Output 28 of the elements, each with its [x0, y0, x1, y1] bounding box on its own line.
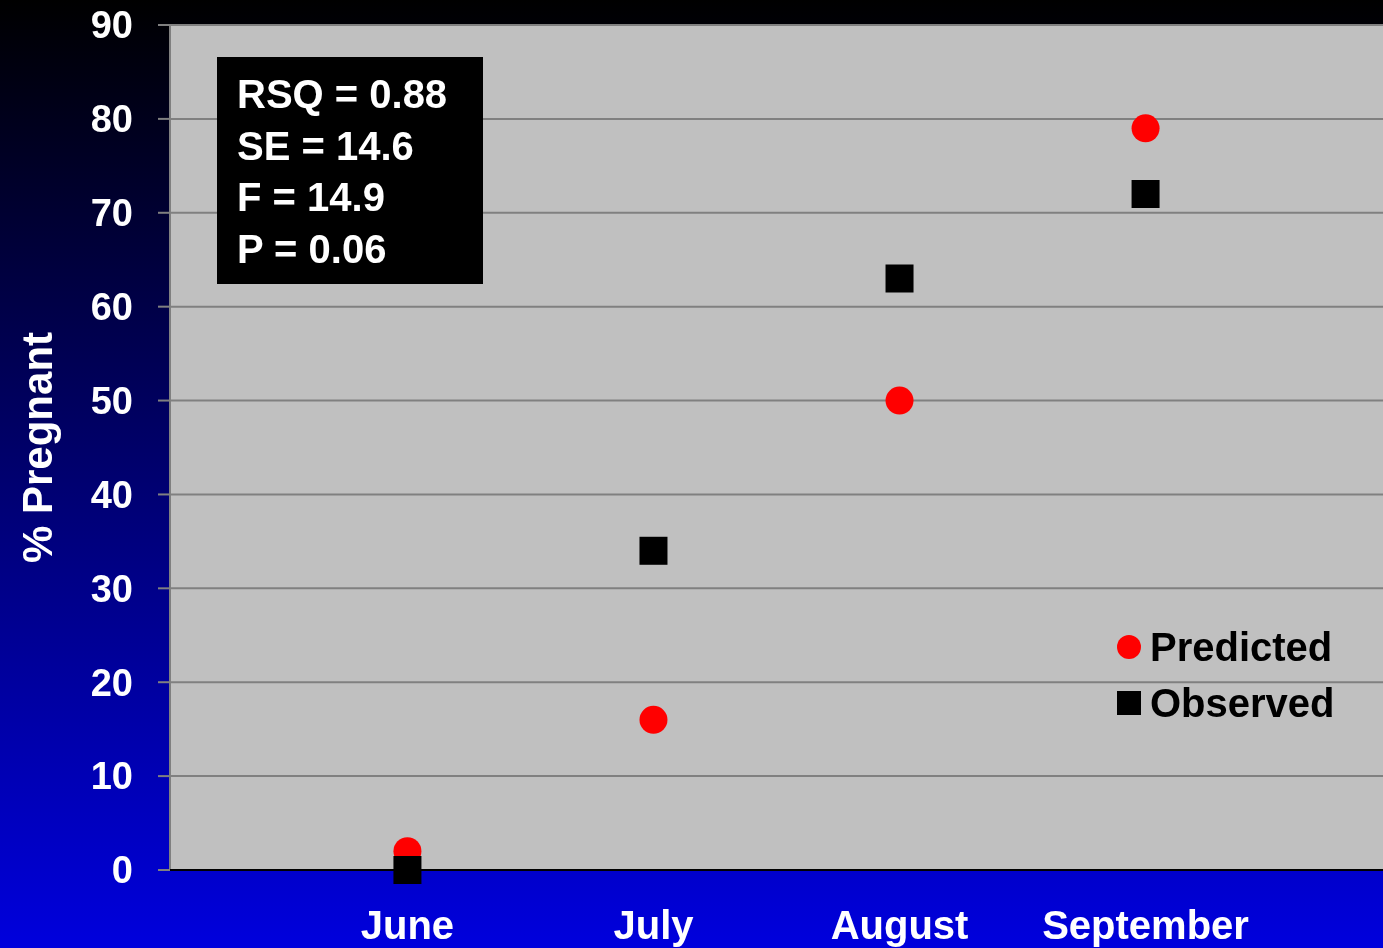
- y-tick-label: 80: [90, 98, 133, 141]
- x-tick-label: June: [360, 903, 455, 947]
- y-tick-label: 50: [90, 379, 133, 422]
- x-tick-label: September: [1042, 903, 1249, 947]
- legend-label: Predicted: [1150, 625, 1333, 669]
- y-tick-label: 10: [90, 755, 133, 798]
- annotation: P = 0.06: [237, 226, 387, 271]
- annotation: RSQ = 0.88: [237, 72, 448, 116]
- x-tick-label: July: [613, 903, 695, 947]
- annotation: SE = 14.6: [237, 123, 414, 168]
- y-tick-label: 90: [90, 4, 133, 47]
- x-tick-label: August: [830, 903, 969, 947]
- point: [639, 536, 668, 565]
- point: [1131, 114, 1160, 143]
- point: [639, 705, 668, 734]
- legend-label: Observed: [1150, 681, 1335, 725]
- y-axis-title: % Pregnant: [14, 331, 61, 564]
- y-tick-label: 30: [90, 567, 133, 610]
- y-tick-label: 70: [90, 192, 133, 235]
- y-tick-label: 60: [90, 285, 133, 328]
- annotation: F = 14.9: [237, 175, 385, 219]
- point: [885, 386, 914, 415]
- point: [885, 264, 914, 293]
- y-tick-label: 40: [90, 473, 133, 516]
- y-tick-label: 0: [111, 849, 133, 892]
- point: [1131, 180, 1160, 208]
- y-tick-label: 20: [90, 661, 133, 704]
- point: [393, 856, 422, 884]
